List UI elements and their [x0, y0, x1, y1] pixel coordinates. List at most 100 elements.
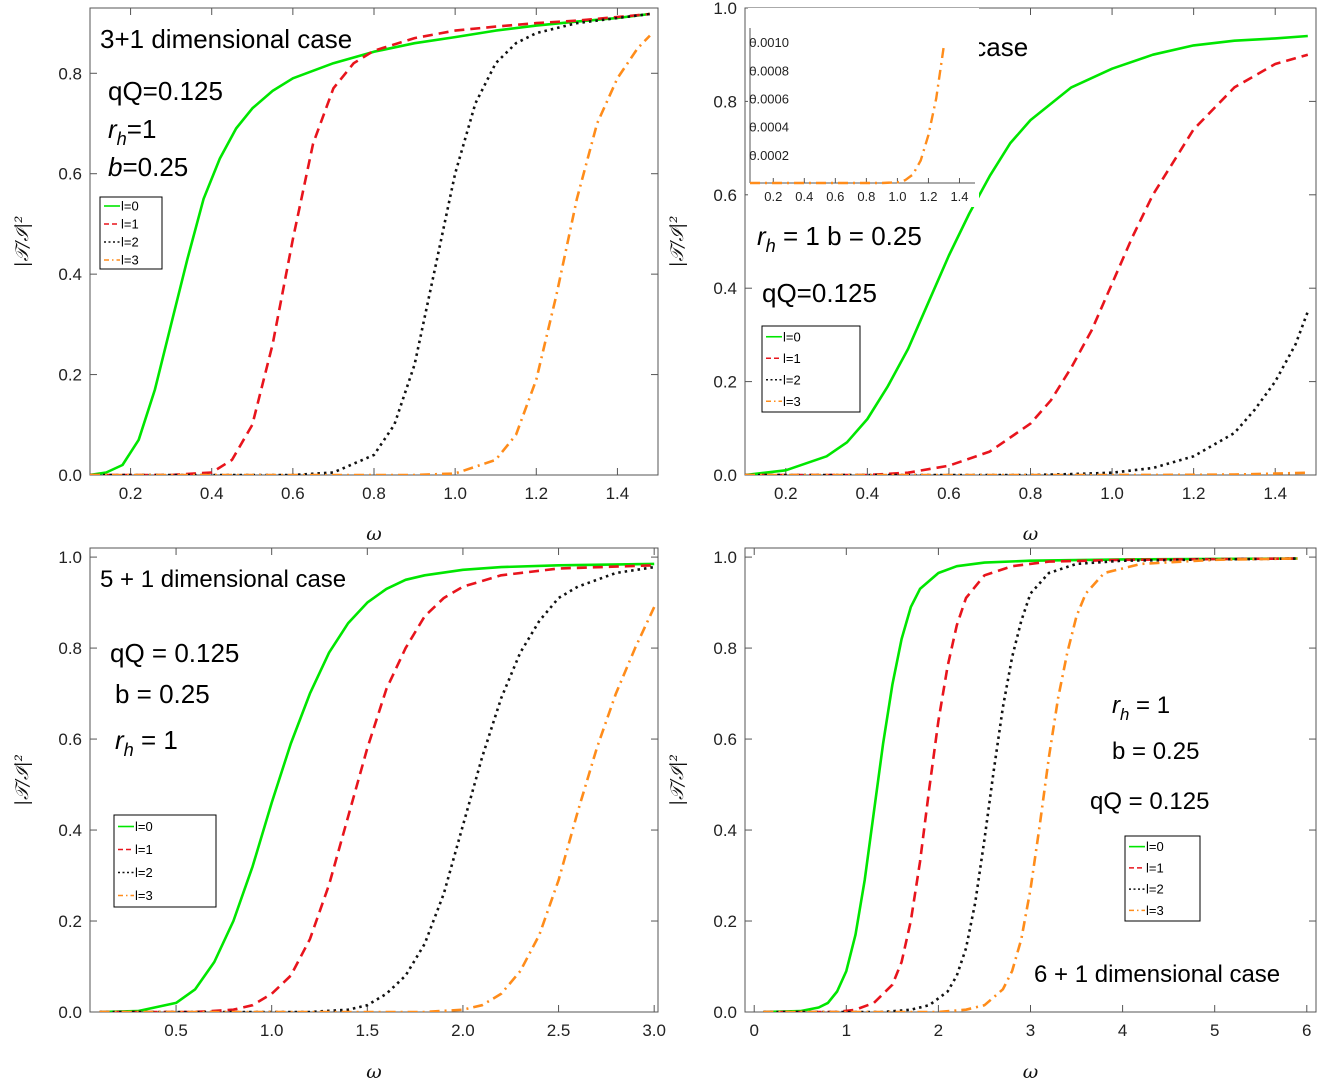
series-line-l=3	[99, 606, 656, 1012]
legend-box	[99, 196, 163, 270]
inset-y-tick-label: 0.0006	[749, 91, 789, 106]
y-tick-label: 1.0	[58, 548, 82, 567]
annotation-2: rh=1	[108, 114, 156, 149]
annotation-subscript: h	[117, 129, 127, 149]
inset-x-tick-label: 1.2	[919, 189, 937, 204]
x-axis-label: ω	[1023, 523, 1039, 545]
inset-x-tick-label: 0.6	[826, 189, 844, 204]
series-line-l=1	[90, 12, 651, 475]
x-tick-label: 1.4	[1263, 484, 1287, 503]
y-tick-label: 0.0	[713, 466, 737, 485]
y-tick-label: 0.4	[58, 821, 82, 840]
annotation-symbol: r	[757, 221, 767, 251]
legend: l=0 l=1 l=2 l=3	[761, 325, 861, 413]
y-tick-label: 0.2	[713, 373, 737, 392]
inset-x-tick-label: 0.2	[764, 189, 782, 204]
x-tick-label: 1.0	[1100, 484, 1124, 503]
annotation-3: b=0.25	[108, 152, 188, 182]
annotation-1: qQ=0.125	[108, 76, 223, 106]
annotation-1: rh = 1 b = 0.25	[757, 221, 922, 256]
inset-series-line	[750, 44, 946, 185]
inset-x-tick-label: 1.0	[888, 189, 906, 204]
series-line-l=0	[90, 12, 651, 475]
series-line-l=3	[90, 34, 651, 475]
series-line-l=0	[99, 562, 655, 1012]
legend-label-l=1: l=1	[135, 842, 153, 857]
x-tick-label: 5	[1210, 1021, 1219, 1040]
legend: l=0 l=1 l=2 l=3	[113, 814, 217, 908]
legend-label-l=3: l=3	[121, 253, 139, 268]
legend: l=0 l=1 l=2 l=3	[99, 196, 163, 270]
annotation-subscript: h	[766, 236, 776, 256]
x-axis-label: ω	[1023, 1061, 1039, 1083]
legend-label-l=2: l=2	[121, 235, 139, 250]
annotation-3: rh = 1	[115, 725, 178, 760]
y-axis-label: |𝒯/ℐ|²	[12, 754, 33, 806]
x-tick-label: 0.2	[774, 484, 798, 503]
series-line-l=2	[763, 557, 1298, 1012]
y-tick-label: 0.8	[58, 64, 82, 83]
annotation-0: 5 + 1 dimensional case	[100, 566, 346, 593]
inset-x-tick-label: 1.4	[950, 189, 968, 204]
annotation-0: 3+1 dimensional case	[100, 24, 352, 54]
y-tick-label: 0.4	[713, 821, 737, 840]
inset-x-tick-label: 0.4	[795, 189, 813, 204]
x-tick-label: 1.0	[260, 1021, 284, 1040]
annotation-2: qQ = 0.125	[1090, 788, 1209, 815]
x-tick-label: 3.0	[642, 1021, 666, 1040]
series-line-l=0	[763, 557, 1298, 1012]
series-line-l=0	[745, 34, 1308, 475]
inset-y-tick-label: 0.0010	[749, 35, 789, 50]
annotation-symbol: b	[108, 152, 122, 182]
annotation-subscript: h	[1120, 705, 1129, 724]
y-tick-label: 1.0	[713, 0, 737, 18]
inset-y-tick-label: 0.0002	[749, 148, 789, 163]
annotation-text: =0.25	[122, 152, 188, 182]
y-tick-label: 1.0	[713, 548, 737, 567]
x-tick-label: 1.5	[355, 1021, 379, 1040]
y-tick-label: 0.0	[58, 466, 82, 485]
x-tick-label: 1	[842, 1021, 851, 1040]
legend-label-l=1: l=1	[1146, 860, 1164, 875]
legend-label-l=3: l=3	[1146, 903, 1164, 918]
y-tick-label: 0.6	[713, 186, 737, 205]
legend-label-l=1: l=1	[783, 351, 801, 366]
annotation-text: = 1	[1129, 692, 1170, 719]
legend-label-l=3: l=3	[135, 888, 153, 903]
legend-box	[761, 325, 861, 413]
annotation-2: b = 0.25	[115, 679, 210, 709]
x-tick-label: 0.4	[856, 484, 880, 503]
inset-x-tick-label: 0.8	[857, 189, 875, 204]
y-tick-label: 0.8	[58, 639, 82, 658]
annotation-2: qQ=0.125	[762, 278, 877, 308]
series-line-l=2	[99, 565, 655, 1012]
x-tick-label: 1.2	[524, 484, 548, 503]
y-tick-label: 0.2	[58, 366, 82, 385]
x-tick-label: 2	[934, 1021, 943, 1040]
annotation-symbol: r	[1112, 692, 1121, 719]
inset-y-tick-label: 0.0004	[749, 120, 789, 135]
x-axis-label: ω	[366, 1061, 382, 1083]
panel-bottom-left: 0.5 1.0 1.5 2.0 2.5 3.0 0.0 0.2 0.4 0.6 0.8 1.0 ω |𝒯/…	[12, 547, 666, 1083]
x-tick-label: 0.8	[1019, 484, 1043, 503]
x-tick-label: 0.4	[200, 484, 224, 503]
inset: 0.2 0.4 0.6 0.8 1.0 1.2 1.4 0.0002 0.0004 0.0006 0…	[748, 8, 979, 207]
annotation-0: rh = 1	[1112, 692, 1170, 724]
legend-label-l=2: l=2	[1146, 882, 1164, 897]
legend-label-l=0: l=0	[121, 199, 139, 214]
legend-label-l=2: l=2	[783, 372, 801, 387]
series-line-l=1	[99, 564, 655, 1012]
series-line-l=3	[763, 557, 1298, 1012]
legend: l=0 l=1 l=2 l=3	[1124, 835, 1201, 922]
y-tick-label: 0.2	[58, 912, 82, 931]
x-tick-label: 1.4	[606, 484, 630, 503]
y-tick-label: 0.8	[713, 92, 737, 111]
panel-top-right: 0.2 0.4 0.6 0.8 1.0 1.2 1.4 0.0 0.2 0.4 0.6 0.8 1.0 ω…	[667, 0, 1317, 545]
y-axis-label: |𝒯/ℐ|²	[12, 216, 33, 268]
x-tick-label: 1.2	[1182, 484, 1206, 503]
annotation-text: = 1 b = 0.25	[776, 221, 922, 251]
series-line-l=1	[763, 557, 1298, 1012]
x-tick-label: 0.5	[164, 1021, 188, 1040]
